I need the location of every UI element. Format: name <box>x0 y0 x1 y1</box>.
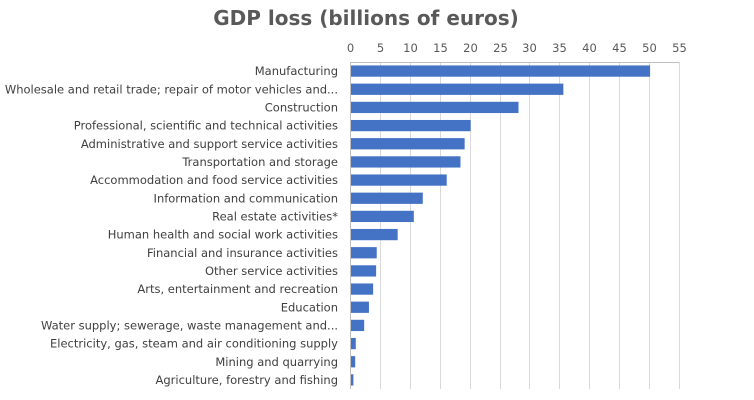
category-label: Electricity, gas, steam and air conditio… <box>50 337 338 351</box>
category-label: Arts, entertainment and recreation <box>137 282 338 296</box>
x-tick-label: 10 <box>403 41 418 55</box>
category-label: Real estate activities* <box>212 209 338 223</box>
bar <box>351 101 519 114</box>
bar <box>351 356 356 368</box>
gridlines <box>350 62 680 389</box>
category-label: Manufacturing <box>255 64 338 78</box>
category-label: Other service activities <box>205 264 338 278</box>
bar <box>351 83 564 95</box>
bar <box>351 247 377 259</box>
bar <box>351 374 354 386</box>
category-label: Accommodation and food service activitie… <box>90 173 338 187</box>
category-label: Water supply; sewerage, waste management… <box>41 318 338 332</box>
category-label: Agriculture, forestry and fishing <box>156 373 338 387</box>
bar <box>351 119 471 132</box>
bar <box>351 65 651 77</box>
category-label: Transportation and storage <box>181 155 338 169</box>
bars <box>351 65 651 386</box>
x-tick-label: 25 <box>493 41 508 55</box>
bar <box>351 265 377 277</box>
category-label: Mining and quarrying <box>215 355 338 369</box>
x-tick-label: 20 <box>463 41 478 55</box>
x-tick-label: 45 <box>612 41 627 55</box>
x-tick-label: 35 <box>552 41 567 55</box>
chart-title: GDP loss (billions of euros) <box>213 6 519 30</box>
x-axis-ticks: 0 5 10 15 20 25 30 35 40 45 50 55 <box>347 41 687 55</box>
category-label: Professional, scientific and technical a… <box>74 119 338 133</box>
bar <box>351 192 423 204</box>
bar <box>351 228 398 241</box>
bar <box>351 156 461 168</box>
bar <box>351 138 465 150</box>
x-tick-label: 30 <box>522 41 537 55</box>
x-tick-label: 0 <box>347 41 354 55</box>
x-tick-label: 50 <box>642 41 657 55</box>
category-label: Financial and insurance activities <box>147 246 338 260</box>
category-label: Construction <box>265 100 338 114</box>
x-tick-label: 5 <box>377 41 384 55</box>
category-label: Wholesale and retail trade; repair of mo… <box>5 82 338 96</box>
category-label: Human health and social work activities <box>108 228 338 242</box>
bar <box>351 301 369 313</box>
bar <box>351 283 374 295</box>
category-label: Administrative and support service activ… <box>81 137 338 151</box>
x-tick-label: 55 <box>672 41 687 55</box>
x-tick-label: 15 <box>433 41 448 55</box>
bar <box>351 337 356 350</box>
bar <box>351 210 414 223</box>
bar <box>351 319 365 332</box>
category-label: Information and communication <box>154 191 338 205</box>
category-labels: Manufacturing Wholesale and retail trade;… <box>5 64 338 387</box>
bar <box>351 174 447 186</box>
x-tick-label: 40 <box>582 41 597 55</box>
category-label: Education <box>281 300 338 314</box>
